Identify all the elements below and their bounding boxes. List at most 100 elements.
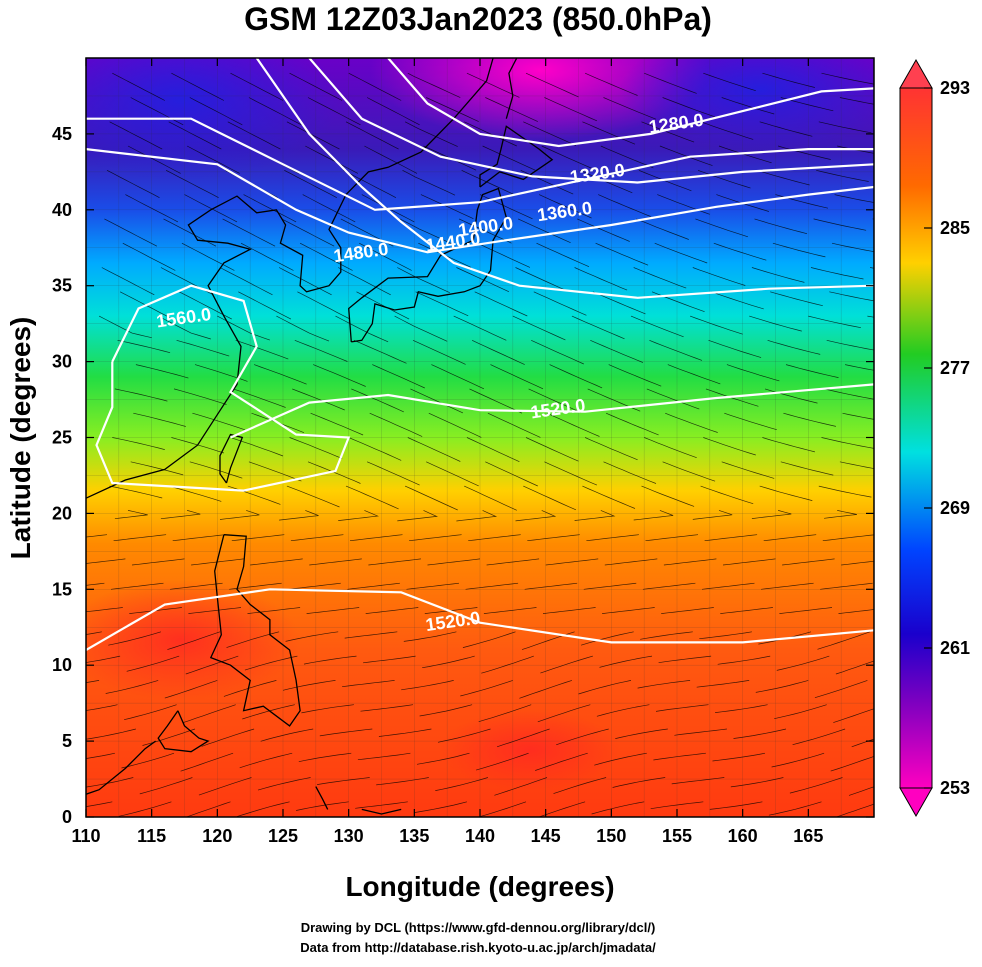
colorbar-top-arrow bbox=[899, 58, 933, 89]
colorbar-label: 269 bbox=[940, 498, 970, 518]
streamline bbox=[655, 704, 709, 712]
streamline bbox=[289, 437, 343, 459]
streamline bbox=[490, 364, 544, 390]
y-tick-label: 15 bbox=[52, 579, 72, 599]
streamline bbox=[168, 121, 222, 150]
map-title: GSM 12Z03Jan2023 (850.0hPa) bbox=[244, 1, 712, 37]
streamline bbox=[542, 607, 596, 614]
credit-drawing: Drawing by DCL (https://www.gfd-dennou.o… bbox=[301, 920, 656, 935]
streamline bbox=[127, 145, 181, 174]
streamline bbox=[839, 461, 874, 469]
streamline bbox=[659, 145, 713, 166]
streamline bbox=[692, 267, 746, 286]
streamline bbox=[663, 558, 717, 566]
streamline bbox=[284, 169, 337, 199]
streamline bbox=[718, 145, 772, 164]
streamline bbox=[485, 461, 538, 487]
streamline bbox=[357, 752, 411, 761]
streamline bbox=[661, 607, 714, 614]
streamline bbox=[715, 704, 768, 713]
streamline bbox=[307, 97, 361, 126]
streamline bbox=[227, 121, 281, 150]
streamline bbox=[512, 315, 566, 341]
streamline bbox=[253, 364, 307, 385]
streamline bbox=[219, 510, 260, 520]
streamline bbox=[767, 339, 821, 355]
streamline bbox=[789, 777, 843, 794]
streamline bbox=[540, 655, 593, 674]
streamline bbox=[297, 291, 351, 320]
streamline bbox=[636, 218, 689, 240]
streamline bbox=[302, 194, 356, 223]
streamline bbox=[549, 364, 603, 389]
streamline bbox=[544, 461, 598, 486]
streamline bbox=[594, 752, 647, 766]
streamline bbox=[595, 242, 649, 266]
streamline bbox=[112, 72, 165, 101]
streamline bbox=[431, 364, 485, 390]
streamline bbox=[86, 582, 105, 586]
streamline bbox=[343, 169, 397, 199]
streamline bbox=[477, 242, 531, 268]
streamline bbox=[466, 72, 520, 98]
streamline bbox=[344, 631, 398, 639]
streamline bbox=[667, 364, 721, 385]
streamline bbox=[260, 728, 314, 742]
streamline bbox=[778, 145, 831, 160]
streamline bbox=[288, 582, 341, 590]
streamline bbox=[378, 728, 432, 737]
streamline bbox=[830, 756, 874, 772]
streamline bbox=[235, 339, 289, 360]
streamline bbox=[466, 437, 520, 463]
streamline bbox=[109, 121, 163, 150]
streamline bbox=[482, 145, 536, 171]
contour-line bbox=[255, 58, 874, 299]
streamline bbox=[366, 97, 420, 126]
streamline bbox=[171, 72, 225, 101]
streamline bbox=[599, 655, 653, 668]
streamline bbox=[713, 242, 767, 261]
streamline bbox=[122, 242, 176, 271]
streamline bbox=[309, 558, 362, 566]
streamline bbox=[612, 777, 666, 788]
streamline bbox=[242, 704, 295, 720]
streamline bbox=[525, 437, 579, 462]
streamline bbox=[402, 169, 456, 196]
streamline bbox=[415, 291, 469, 317]
streamline bbox=[135, 364, 189, 379]
streamline bbox=[469, 388, 523, 414]
streamline bbox=[483, 607, 537, 614]
x-tick-label: 145 bbox=[531, 826, 561, 846]
streamline bbox=[310, 412, 364, 436]
streamline bbox=[574, 510, 616, 521]
streamline bbox=[230, 437, 284, 457]
streamline bbox=[754, 218, 808, 235]
streamline bbox=[556, 728, 609, 746]
streamline bbox=[369, 412, 423, 437]
streamline bbox=[671, 777, 725, 785]
streamline bbox=[641, 485, 695, 507]
streamline bbox=[410, 388, 464, 414]
x-tick-label: 155 bbox=[662, 826, 692, 846]
streamline bbox=[592, 291, 646, 315]
streamline bbox=[222, 218, 276, 247]
streamline bbox=[523, 485, 577, 511]
streamline bbox=[755, 680, 809, 693]
coastline bbox=[505, 58, 518, 119]
streamline bbox=[851, 738, 874, 748]
streamline bbox=[231, 534, 285, 542]
streamline bbox=[223, 680, 277, 697]
streamline bbox=[348, 437, 402, 461]
streamline bbox=[537, 704, 591, 723]
streamline bbox=[404, 485, 458, 511]
streamline bbox=[783, 412, 836, 427]
streamline bbox=[427, 558, 481, 566]
streamline bbox=[397, 267, 450, 294]
streamline bbox=[86, 680, 100, 683]
streamline bbox=[356, 291, 410, 320]
streamline bbox=[167, 631, 221, 650]
streamline bbox=[712, 752, 766, 762]
streamline bbox=[721, 461, 775, 479]
streamline bbox=[465, 582, 519, 590]
